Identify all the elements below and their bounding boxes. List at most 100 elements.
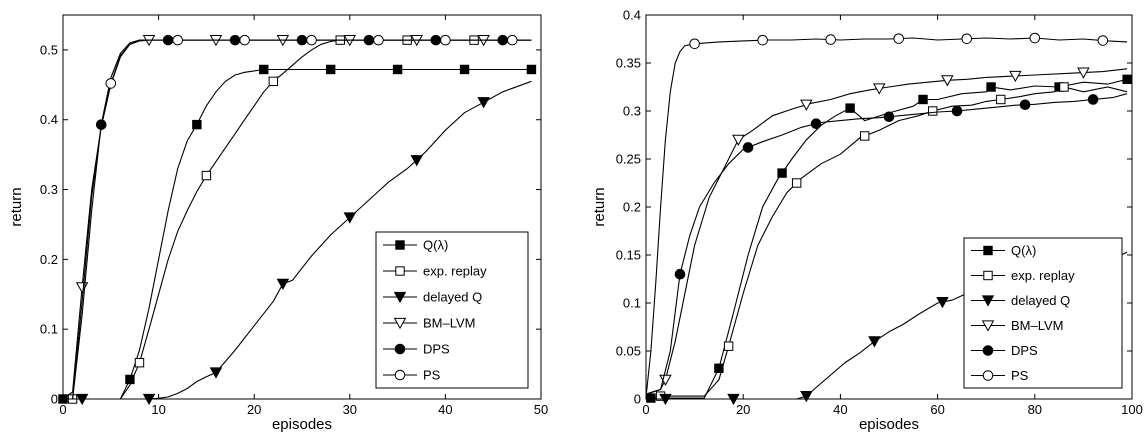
data-point: [825, 34, 836, 45]
data-point: [791, 178, 802, 188]
data-point: [659, 393, 672, 406]
data-point: [440, 34, 451, 46]
y-tick-label: 0.2: [623, 200, 641, 215]
data-point: [392, 64, 403, 75]
series-line: [63, 80, 532, 400]
data-point: [727, 393, 740, 406]
data-point: [800, 391, 813, 403]
legend-label: delayed Q: [423, 290, 482, 305]
legend-marker: [393, 317, 407, 330]
data-point: [239, 34, 250, 46]
y-tick-label: 0.15: [616, 248, 641, 263]
data-point: [883, 111, 895, 123]
legend-marker: [983, 270, 993, 281]
data-point: [192, 119, 202, 130]
data-point: [996, 94, 1006, 105]
data-point: [714, 363, 724, 373]
y-tick-label: 0.1: [623, 296, 641, 311]
data-point: [276, 278, 290, 290]
x-tick-label: 30: [343, 402, 357, 417]
data-point: [723, 341, 734, 351]
data-point: [1122, 74, 1132, 85]
data-point: [373, 34, 384, 46]
y-tick-label: 0.3: [40, 182, 58, 197]
y-axis-label: return: [8, 187, 25, 226]
series-6: [63, 34, 532, 400]
data-point: [732, 134, 745, 146]
legend-marker: [394, 369, 406, 381]
legend-label: delayed Q: [1011, 293, 1070, 308]
data-point: [986, 82, 996, 92]
data-point: [1009, 70, 1022, 83]
legend-label: PS: [1011, 368, 1029, 383]
x-tick-label: 20: [247, 402, 261, 417]
data-point: [961, 33, 973, 45]
data-point: [757, 34, 768, 46]
x-tick-label: 40: [833, 402, 847, 417]
data-point: [800, 99, 813, 111]
legend-box: [963, 237, 1123, 389]
legend-label: exp. replay: [1011, 268, 1075, 283]
legend-marker: [395, 240, 405, 250]
data-point: [928, 106, 938, 116]
legend-marker: [981, 295, 995, 307]
y-tick-label: 0.1: [40, 322, 58, 337]
data-point: [477, 97, 490, 109]
data-point: [941, 75, 954, 87]
legend-marker: [981, 320, 995, 332]
y-axis-label: return: [591, 187, 608, 226]
x-tick-label: 60: [930, 402, 944, 417]
data-point: [868, 336, 881, 348]
x-tick-label: 0: [642, 402, 649, 417]
series-6: [645, 32, 1128, 398]
legend-label: Q(λ): [423, 238, 448, 253]
y-tick-label: 0.5: [40, 42, 58, 57]
data-point: [105, 78, 117, 89]
data-point: [526, 64, 537, 75]
data-point: [459, 64, 470, 75]
series-line: [645, 37, 1128, 398]
legend-marker: [395, 266, 405, 276]
data-point: [134, 357, 145, 368]
data-point: [918, 94, 928, 105]
data-point: [646, 393, 656, 403]
x-axis-label: episodes: [272, 416, 332, 433]
x-tick-label: 40: [438, 402, 452, 417]
y-tick-label: 0.25: [616, 152, 641, 167]
y-tick-label: 0.3: [623, 104, 641, 119]
data-point: [410, 155, 423, 167]
data-point: [201, 170, 212, 181]
legend-box: [375, 231, 529, 389]
data-point: [777, 168, 787, 178]
data-point: [893, 33, 905, 44]
y-tick-label: 0: [51, 392, 58, 407]
data-point: [1077, 67, 1090, 79]
y-tick-label: 0.2: [40, 252, 58, 267]
series-1: [646, 74, 1132, 403]
data-point: [507, 34, 518, 46]
legend-marker: [394, 343, 406, 355]
data-point: [860, 131, 870, 141]
legend-label: PS: [423, 368, 441, 383]
x-tick-label: 10: [151, 402, 165, 417]
legend-label: BM–LVM: [1011, 318, 1064, 333]
series-line: [655, 86, 1128, 397]
series-line: [646, 78, 1128, 399]
x-tick-label: 50: [534, 402, 548, 417]
x-tick-label: 100: [1121, 402, 1143, 417]
series-line: [63, 68, 532, 400]
chart-panel-2: 0 20 40 60 80 100 0 0.05 0.1 0.15 0.2 0.25 0.3 0.35 0.…: [591, 8, 1143, 434]
y-tick-label: 0.05: [616, 344, 641, 359]
x-tick-label: 0: [59, 402, 66, 417]
legend: Q(λ) exp. replay delayed Q BM–LVM DPS PS: [963, 237, 1123, 389]
chart-panel-1: 0 10 20 30 40 50 0 0.1 0.2 0.3 0.4 0.5 episodes retur…: [8, 14, 548, 433]
series-line: [63, 39, 532, 400]
data-point: [1029, 32, 1041, 44]
data-point: [209, 367, 223, 379]
data-point: [936, 296, 949, 309]
series-line: [72, 39, 532, 400]
y-tick-label: 0.4: [623, 8, 641, 23]
data-point: [873, 83, 886, 95]
series-4: [645, 67, 1128, 395]
